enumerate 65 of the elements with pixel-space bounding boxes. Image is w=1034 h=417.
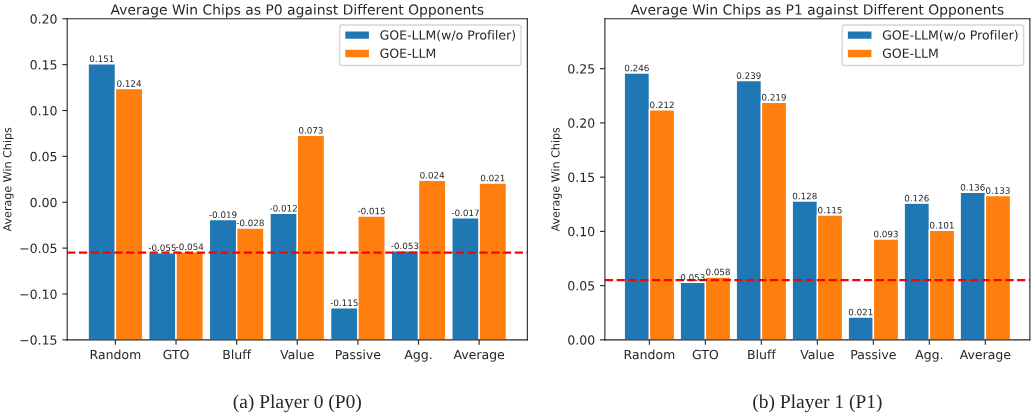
y-axis-title: Average Win Chips	[551, 127, 562, 232]
data-label: 0.133	[986, 187, 1010, 194]
y-tick-label: 0.00	[568, 335, 595, 345]
legend-label: GOE-LLM(w/o Profiler)	[882, 30, 1018, 42]
data-label: 0.115	[818, 206, 842, 214]
data-label: 0.073	[298, 126, 323, 134]
data-label: 0.246	[624, 64, 649, 72]
data-label: 0.101	[930, 221, 954, 229]
data-label: 0.058	[706, 268, 730, 276]
x-tick-label: Passive	[336, 349, 381, 360]
data-label: 0.021	[480, 174, 505, 182]
data-label: -0.054	[175, 243, 204, 251]
x-tick-label: Bluff	[748, 349, 777, 360]
y-tick-label: 0.15	[568, 172, 595, 183]
data-label: -0.019	[209, 211, 237, 218]
y-tick-label: 0.00	[30, 197, 57, 208]
x-tick-label: Value	[800, 349, 834, 360]
x-tick-label: Agg.	[404, 349, 432, 362]
legend-label: GOE-LLM	[882, 48, 938, 59]
data-label: 0.024	[420, 171, 445, 179]
chart-title: Average Win Chips as P0 against Different Opponents	[110, 4, 484, 18]
y-tick-label: 0.25	[568, 64, 595, 74]
x-tick-label: GTO	[692, 349, 719, 360]
data-label: 0.219	[762, 93, 786, 101]
data-label: 0.126	[904, 194, 929, 202]
x-tick-label: Average	[959, 349, 1011, 362]
y-tick-label: 0.20	[568, 118, 595, 128]
x-tick-label: Average	[453, 349, 505, 362]
y-tick-label: 0.10	[30, 105, 57, 116]
x-tick-label: Passive	[851, 349, 896, 360]
x-tick-label: Bluff	[223, 349, 252, 360]
data-label: 0.212	[650, 101, 674, 109]
data-label: 0.239	[736, 72, 761, 79]
x-tick-label: Random	[90, 349, 141, 360]
x-tick-label: Agg.	[915, 349, 943, 362]
data-label: -0.012	[269, 204, 297, 212]
data-label: -0.028	[236, 219, 264, 227]
data-label: -0.053	[391, 242, 419, 250]
data-label: -0.115	[330, 299, 358, 307]
text: (a) Player 0 (P0)	[233, 394, 361, 413]
data-label: 0.093	[874, 230, 898, 238]
y-tick-label: −0.10	[20, 289, 57, 299]
data-label: 0.136	[960, 184, 985, 191]
y-tick-label: −0.15	[20, 335, 57, 345]
legend-label: GOE-LLM(w/o Profiler)	[380, 30, 516, 42]
y-tick-label: 0.20	[30, 14, 57, 24]
data-label: 0.128	[792, 192, 817, 200]
y-tick-label: 0.10	[568, 226, 595, 237]
y-axis-title: Average Win Chips	[2, 127, 14, 232]
data-label: 0.151	[89, 55, 114, 63]
text: (b) Player 1 (P1)	[753, 394, 882, 413]
x-tick-label: Random	[624, 349, 675, 360]
y-tick-label: −0.05	[20, 243, 57, 254]
x-tick-label: Value	[280, 349, 314, 360]
data-label: 0.021	[848, 308, 873, 316]
data-label: -0.055	[148, 244, 176, 252]
chart-title: Average Win Chips as P1 against Different Opponents	[630, 4, 1004, 18]
y-tick-label: 0.05	[568, 281, 595, 291]
data-label: -0.015	[357, 207, 385, 215]
x-tick-label: GTO	[163, 349, 189, 360]
y-tick-label: 0.05	[30, 151, 57, 162]
data-label: -0.017	[451, 209, 479, 217]
legend-label: GOE-LLM	[380, 48, 436, 59]
y-tick-label: 0.15	[30, 60, 57, 70]
data-label: 0.124	[117, 80, 142, 87]
